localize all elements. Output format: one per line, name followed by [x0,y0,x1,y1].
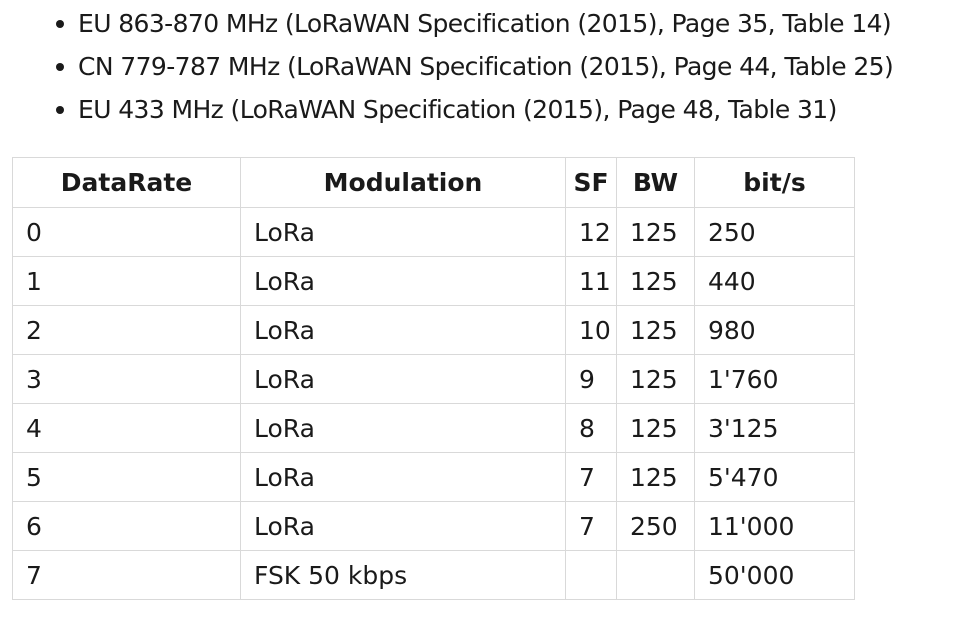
cell-sf: 12 [565,207,617,257]
cell-datarate: 7 [12,550,241,600]
cell-sf: 7 [565,501,617,551]
column-header-bw: BW [616,157,695,208]
column-header-bitrate: bit/s [694,157,855,208]
cell-modulation: LoRa [240,354,566,404]
bullet-text: CN 779-787 MHz (LoRaWAN Specification (2… [78,52,894,81]
bullet-item: CN 779-787 MHz (LoRaWAN Specification (2… [50,45,894,88]
table-row: 0 LoRa 12 125 250 [12,207,855,257]
bullet-item: EU 433 MHz (LoRaWAN Specification (2015)… [50,88,893,131]
cell-datarate: 0 [12,207,241,257]
spec-bullet-list: EU 863-870 MHz (LoRaWAN Specification (2… [50,2,894,131]
cell-modulation: LoRa [240,256,566,306]
cell-datarate: 3 [12,354,241,404]
bullet-dot-icon [56,20,64,28]
cell-bw: 125 [616,354,695,404]
table-header-row: DataRate Modulation SF BW bit/s [12,157,855,208]
cell-sf: 8 [565,403,617,453]
table-row: 6 LoRa 7 250 11'000 [12,501,855,551]
cell-bitrate: 1'760 [694,354,855,404]
column-header-modulation: Modulation [240,157,566,208]
table-row: 4 LoRa 8 125 3'125 [12,403,855,453]
cell-datarate: 2 [12,305,241,355]
cell-sf: 9 [565,354,617,404]
datarate-table: DataRate Modulation SF BW bit/s 0 LoRa 1… [12,157,855,600]
cell-bitrate: 250 [694,207,855,257]
column-header-datarate: DataRate [12,157,241,208]
cell-bw: 125 [616,452,695,502]
cell-bitrate: 11'000 [694,501,855,551]
cell-modulation: FSK 50 kbps [240,550,566,600]
cell-datarate: 6 [12,501,241,551]
bullet-dot-icon [56,63,64,71]
bullet-dot-icon [56,106,64,114]
cell-bw: 250 [616,501,695,551]
cell-sf: 11 [565,256,617,306]
bullet-item: EU 863-870 MHz (LoRaWAN Specification (2… [50,2,893,45]
table-row: 7 FSK 50 kbps 50'000 [12,550,855,600]
bullet-text: EU 863-870 MHz (LoRaWAN Specification (2… [78,9,892,38]
cell-bitrate: 980 [694,305,855,355]
cell-bw: 125 [616,256,695,306]
cell-datarate: 5 [12,452,241,502]
cell-modulation: LoRa [240,501,566,551]
cell-bw: 125 [616,305,695,355]
cell-bitrate: 3'125 [694,403,855,453]
table-row: 3 LoRa 9 125 1'760 [12,354,855,404]
bullet-text: EU 433 MHz (LoRaWAN Specification (2015)… [78,95,837,124]
cell-modulation: LoRa [240,305,566,355]
cell-datarate: 4 [12,403,241,453]
cell-bitrate: 440 [694,256,855,306]
table-row: 1 LoRa 11 125 440 [12,256,855,306]
cell-modulation: LoRa [240,452,566,502]
cell-sf: 10 [565,305,617,355]
cell-bw [616,550,695,600]
column-header-sf: SF [565,157,617,208]
cell-datarate: 1 [12,256,241,306]
cell-bitrate: 5'470 [694,452,855,502]
cell-sf [565,550,617,600]
cell-bitrate: 50'000 [694,550,855,600]
cell-modulation: LoRa [240,207,566,257]
cell-modulation: LoRa [240,403,566,453]
table-row: 2 LoRa 10 125 980 [12,305,855,355]
cell-sf: 7 [565,452,617,502]
cell-bw: 125 [616,207,695,257]
cell-bw: 125 [616,403,695,453]
table-row: 5 LoRa 7 125 5'470 [12,452,855,502]
